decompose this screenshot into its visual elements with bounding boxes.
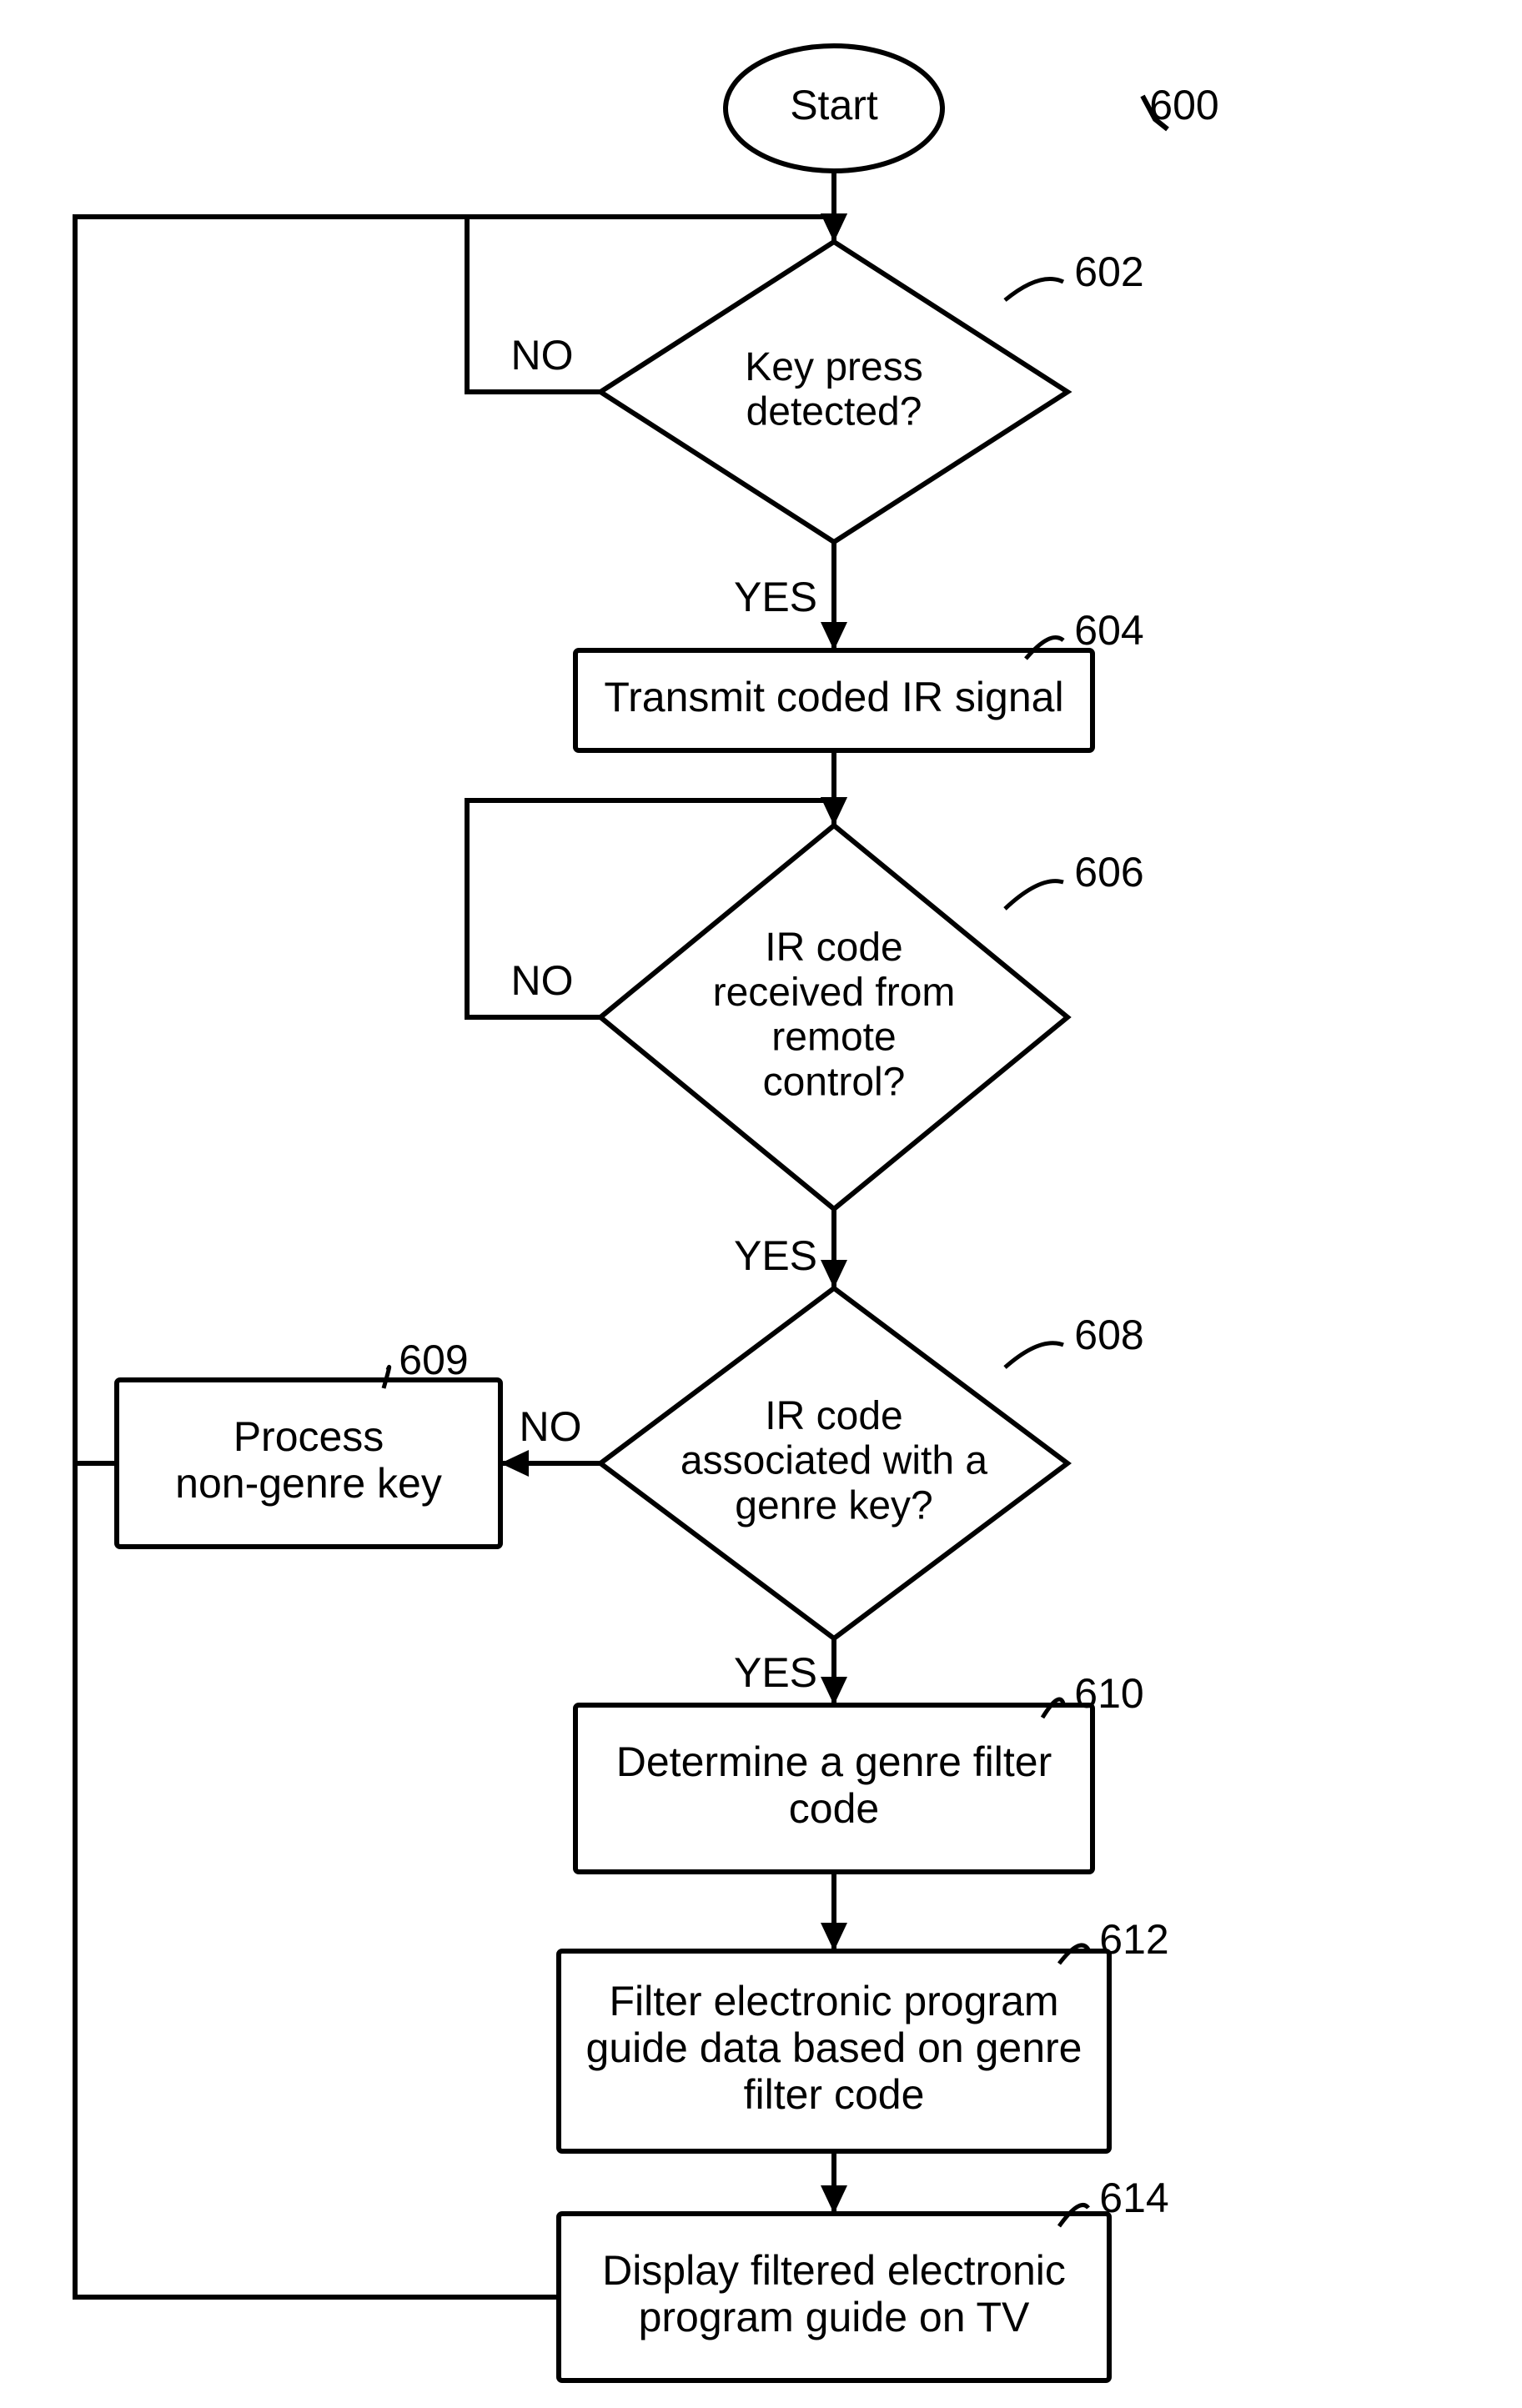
process-text: Transmit coded IR signal xyxy=(604,674,1063,720)
decision-text: Key pressdetected? xyxy=(745,345,922,434)
node-start: Start xyxy=(726,46,942,171)
node-n604: Transmit coded IR signal xyxy=(575,650,1093,750)
edge: YES xyxy=(734,1638,847,1705)
ref-hook xyxy=(1005,1343,1063,1367)
ref-hook xyxy=(1005,278,1063,300)
decision-text-line: remote xyxy=(771,1016,896,1060)
node-n602: Key pressdetected? xyxy=(600,242,1067,542)
edge-label: NO xyxy=(511,957,574,1004)
process-text-line: guide data based on genre xyxy=(586,2024,1082,2071)
decision-text-line: associated with a xyxy=(681,1439,988,1483)
ref-number: 614 xyxy=(1099,2175,1168,2221)
ref-number: 609 xyxy=(399,1337,468,1383)
arrow-head xyxy=(500,1450,529,1477)
process-text-line: program guide on TV xyxy=(639,2294,1030,2340)
node-n609: Processnon-genre key xyxy=(117,1380,500,1547)
ref-number: 612 xyxy=(1099,1916,1168,1963)
ref-callout: 608 xyxy=(1005,1312,1144,1367)
node-n608: IR codeassociated with agenre key? xyxy=(600,1288,1067,1638)
node-n610: Determine a genre filtercode xyxy=(575,1705,1093,1872)
edge-label: NO xyxy=(511,332,574,379)
arrow-head xyxy=(821,2185,847,2214)
process-text-line: Process xyxy=(234,1413,384,1460)
ref-callout: 606 xyxy=(1005,849,1144,909)
node-n614: Display filtered electronicprogram guide… xyxy=(559,2214,1109,2380)
edge xyxy=(821,2151,847,2214)
arrow-head xyxy=(821,1923,847,1951)
ref-number: 604 xyxy=(1074,607,1143,654)
decision-text-line: Key press xyxy=(745,345,922,389)
decision-text-line: control? xyxy=(763,1060,906,1104)
nodes-layer: Start Key pressdetected? Transmit coded IR… xyxy=(117,46,1219,2380)
decision-text-line: IR code xyxy=(765,1394,902,1438)
node-n612: Filter electronic programguide data base… xyxy=(559,1951,1109,2151)
process-text-line: Transmit coded IR signal xyxy=(604,674,1063,720)
process-text-line: Filter electronic program xyxy=(609,1978,1058,2024)
ref-number: 608 xyxy=(1074,1312,1143,1358)
process-text-line: Determine a genre filter xyxy=(616,1738,1052,1785)
decision-text-line: detected? xyxy=(746,390,922,434)
process-text-line: code xyxy=(789,1785,879,1832)
edge-label: YES xyxy=(734,1232,817,1279)
edge xyxy=(821,1872,847,1951)
process-text: Display filtered electronicprogram guide… xyxy=(602,2247,1066,2340)
process-text-line: non-genre key xyxy=(175,1460,442,1507)
arrow-head xyxy=(821,797,847,825)
arrow-head xyxy=(821,622,847,650)
ref-hook xyxy=(1005,881,1063,909)
ref-number: 606 xyxy=(1074,849,1143,895)
start-text: Start xyxy=(790,82,878,128)
edge: YES xyxy=(734,542,847,650)
figure-number: 600 xyxy=(1149,82,1218,128)
arrow-head xyxy=(821,1260,847,1288)
edge: YES xyxy=(734,1209,847,1288)
decision-text-line: received from xyxy=(713,971,956,1015)
process-text-line: Display filtered electronic xyxy=(602,2247,1066,2294)
arrow-head xyxy=(821,213,847,242)
ref-number: 602 xyxy=(1074,248,1143,295)
node-ref600: 600 xyxy=(1143,82,1219,129)
edge-label: YES xyxy=(734,1649,817,1696)
ref-number: 610 xyxy=(1074,1670,1143,1717)
arrow-head xyxy=(821,1677,847,1705)
node-n606: IR codereceived fromremotecontrol? xyxy=(600,825,1067,1209)
edge-label: NO xyxy=(520,1403,582,1450)
start-text-line: Start xyxy=(790,82,878,128)
decision-text-line: IR code xyxy=(765,926,902,970)
ref-callout: 602 xyxy=(1005,248,1144,300)
edge: NO xyxy=(500,1403,600,1477)
edge-label: YES xyxy=(734,574,817,620)
flowchart-container: YES NO NO YES NO YES Start Key pressdetected? Tr… xyxy=(0,0,1522,2408)
process-text-line: filter code xyxy=(744,2071,925,2118)
decision-text-line: genre key? xyxy=(735,1483,933,1528)
